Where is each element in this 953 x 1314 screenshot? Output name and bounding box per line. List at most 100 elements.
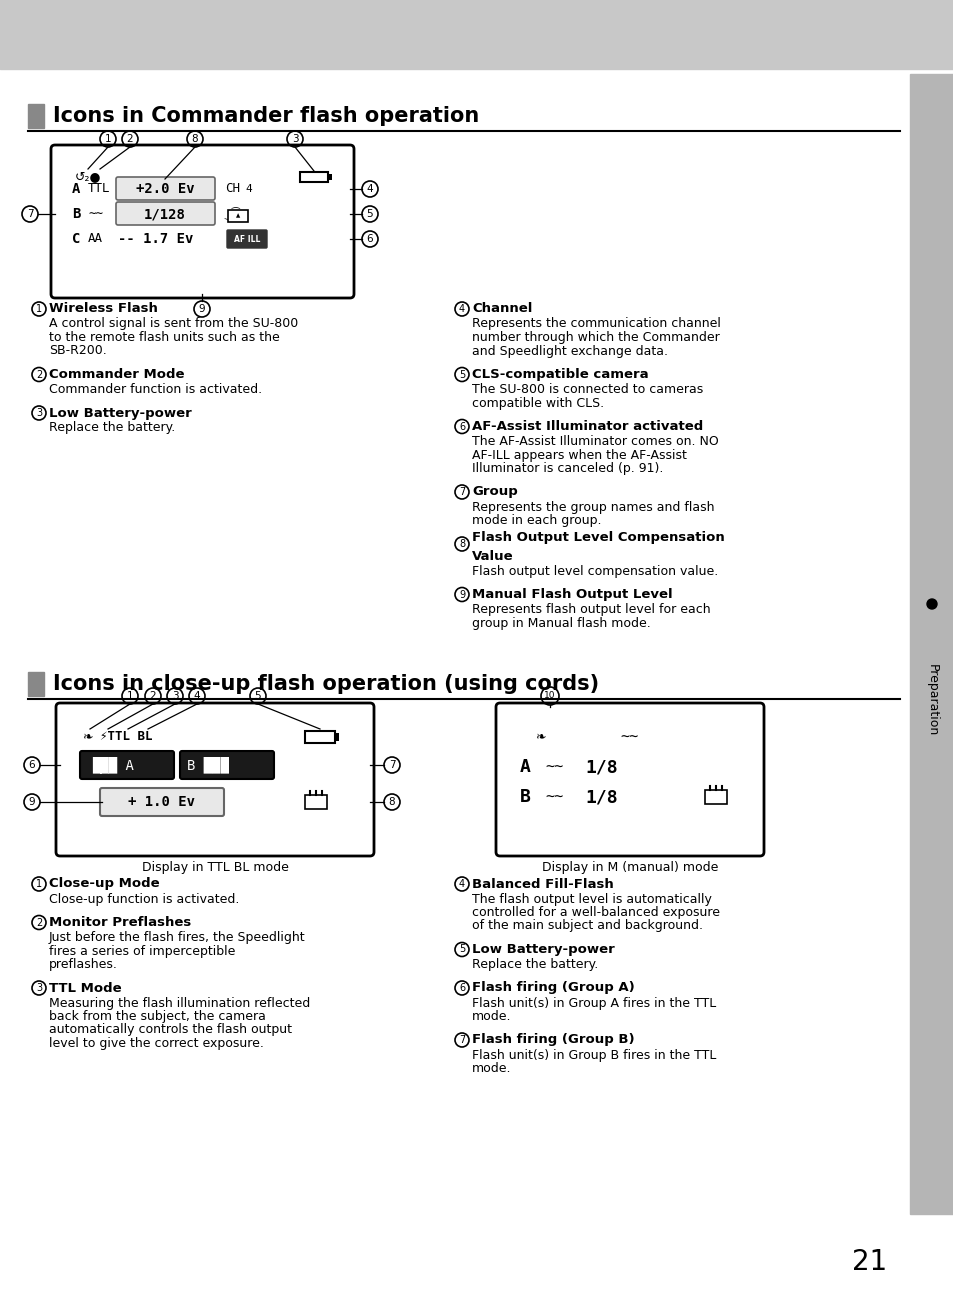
Bar <box>305 795 327 809</box>
Bar <box>328 173 332 180</box>
Text: 7: 7 <box>458 487 465 497</box>
Text: Replace the battery.: Replace the battery. <box>472 958 598 971</box>
Text: Display in M (manual) mode: Display in M (manual) mode <box>541 861 718 874</box>
FancyBboxPatch shape <box>100 788 224 816</box>
Bar <box>299 172 328 183</box>
Text: 1/8: 1/8 <box>584 758 617 777</box>
Text: AF ILL: AF ILL <box>233 234 260 243</box>
Text: ▲: ▲ <box>235 213 240 218</box>
FancyBboxPatch shape <box>80 752 173 779</box>
Text: SB-R200.: SB-R200. <box>49 344 107 357</box>
Text: Represents the group names and flash: Represents the group names and flash <box>472 501 714 514</box>
Text: Close-up function is activated.: Close-up function is activated. <box>49 892 239 905</box>
Text: 2: 2 <box>150 691 156 700</box>
Text: 7: 7 <box>388 759 395 770</box>
Text: TTL: TTL <box>88 183 111 196</box>
Bar <box>909 74 953 1214</box>
Text: CLS-compatible camera: CLS-compatible camera <box>472 368 648 381</box>
Bar <box>305 731 335 742</box>
FancyBboxPatch shape <box>116 202 214 225</box>
Text: 2: 2 <box>36 369 42 380</box>
Text: The flash output level is automatically: The flash output level is automatically <box>472 892 711 905</box>
Text: 1: 1 <box>36 304 42 314</box>
Text: Close-up Mode: Close-up Mode <box>49 878 159 891</box>
Text: 5: 5 <box>366 209 373 219</box>
Text: Low Battery-power: Low Battery-power <box>472 943 614 957</box>
FancyBboxPatch shape <box>116 177 214 200</box>
Text: 3: 3 <box>36 983 42 993</box>
Text: Replace the battery.: Replace the battery. <box>49 422 175 435</box>
FancyBboxPatch shape <box>51 145 354 298</box>
Text: Represents the communication channel: Represents the communication channel <box>472 318 720 331</box>
Text: ∼∼: ∼∼ <box>544 790 562 804</box>
Text: The AF-Assist Illuminator comes on. NO: The AF-Assist Illuminator comes on. NO <box>472 435 718 448</box>
Text: fires a series of imperceptible: fires a series of imperceptible <box>49 945 235 958</box>
Text: Illuminator is canceled (p. 91).: Illuminator is canceled (p. 91). <box>472 463 662 474</box>
Text: 4: 4 <box>458 879 464 890</box>
Text: automatically controls the flash output: automatically controls the flash output <box>49 1024 292 1037</box>
Text: Represents flash output level for each: Represents flash output level for each <box>472 603 710 616</box>
Text: 2: 2 <box>127 134 133 145</box>
Bar <box>28 671 44 696</box>
Text: B: B <box>71 208 80 221</box>
Bar <box>28 104 44 127</box>
Text: + 1.0 Ev: + 1.0 Ev <box>129 795 195 809</box>
Text: ‿⁀: ‿⁀ <box>224 208 239 221</box>
Text: back from the subject, the camera: back from the subject, the camera <box>49 1010 266 1024</box>
Text: A control signal is sent from the SU-800: A control signal is sent from the SU-800 <box>49 318 298 331</box>
Text: Flash firing (Group A): Flash firing (Group A) <box>472 982 634 995</box>
Text: 1: 1 <box>105 134 112 145</box>
Text: 6: 6 <box>29 759 35 770</box>
Text: A: A <box>71 183 80 196</box>
Text: compatible with CLS.: compatible with CLS. <box>472 397 603 410</box>
Text: level to give the correct exposure.: level to give the correct exposure. <box>49 1037 264 1050</box>
Text: 8: 8 <box>458 539 464 549</box>
Text: to the remote flash units such as the: to the remote flash units such as the <box>49 331 279 344</box>
Text: 4: 4 <box>245 184 252 194</box>
Text: Flash Output Level Compensation: Flash Output Level Compensation <box>472 531 724 544</box>
Text: 4: 4 <box>193 691 200 700</box>
Text: group in Manual flash mode.: group in Manual flash mode. <box>472 616 650 629</box>
Text: ⚡TTL BL: ⚡TTL BL <box>100 731 152 744</box>
Text: CH: CH <box>225 183 240 196</box>
Text: 4: 4 <box>366 184 373 194</box>
Text: 2: 2 <box>36 917 42 928</box>
Text: +2.0 Ev: +2.0 Ev <box>135 183 194 196</box>
Text: 5: 5 <box>458 945 465 954</box>
Text: AF-Assist Illuminator activated: AF-Assist Illuminator activated <box>472 420 702 434</box>
Text: Commander Mode: Commander Mode <box>49 368 184 381</box>
Text: B ███: B ███ <box>187 757 229 774</box>
Text: Manual Flash Output Level: Manual Flash Output Level <box>472 587 672 600</box>
Text: 21: 21 <box>851 1248 886 1276</box>
Bar <box>335 733 338 741</box>
Circle shape <box>926 599 936 608</box>
Text: Flash firing (Group B): Flash firing (Group B) <box>472 1034 634 1046</box>
FancyBboxPatch shape <box>227 230 267 248</box>
Text: Icons in close-up flash operation (using cords): Icons in close-up flash operation (using… <box>53 674 598 694</box>
Text: Flash unit(s) in Group A fires in the TTL: Flash unit(s) in Group A fires in the TT… <box>472 996 716 1009</box>
Text: ∼∼: ∼∼ <box>88 208 103 221</box>
Text: The SU-800 is connected to cameras: The SU-800 is connected to cameras <box>472 382 702 396</box>
Text: 9: 9 <box>458 590 464 599</box>
Text: 3: 3 <box>292 134 298 145</box>
Text: AA: AA <box>88 233 103 246</box>
Text: ❧: ❧ <box>82 731 92 744</box>
Text: 4: 4 <box>458 304 464 314</box>
Text: 3: 3 <box>36 409 42 418</box>
Text: mode.: mode. <box>472 1010 511 1024</box>
Text: Preparation: Preparation <box>924 664 938 736</box>
Text: 1/128: 1/128 <box>144 208 186 221</box>
Text: B: B <box>519 788 530 805</box>
Text: Balanced Fill-Flash: Balanced Fill-Flash <box>472 878 613 891</box>
Text: Channel: Channel <box>472 302 532 315</box>
FancyBboxPatch shape <box>56 703 374 855</box>
Text: ↺₂●: ↺₂● <box>75 171 101 184</box>
Text: Low Battery-power: Low Battery-power <box>49 406 192 419</box>
Text: Monitor Preflashes: Monitor Preflashes <box>49 916 191 929</box>
Text: ∼∼: ∼∼ <box>544 759 562 774</box>
Text: Commander function is activated.: Commander function is activated. <box>49 382 262 396</box>
Text: Measuring the flash illumination reflected: Measuring the flash illumination reflect… <box>49 996 310 1009</box>
Text: mode.: mode. <box>472 1062 511 1075</box>
Text: 6: 6 <box>458 422 464 431</box>
Text: 7: 7 <box>458 1035 465 1045</box>
